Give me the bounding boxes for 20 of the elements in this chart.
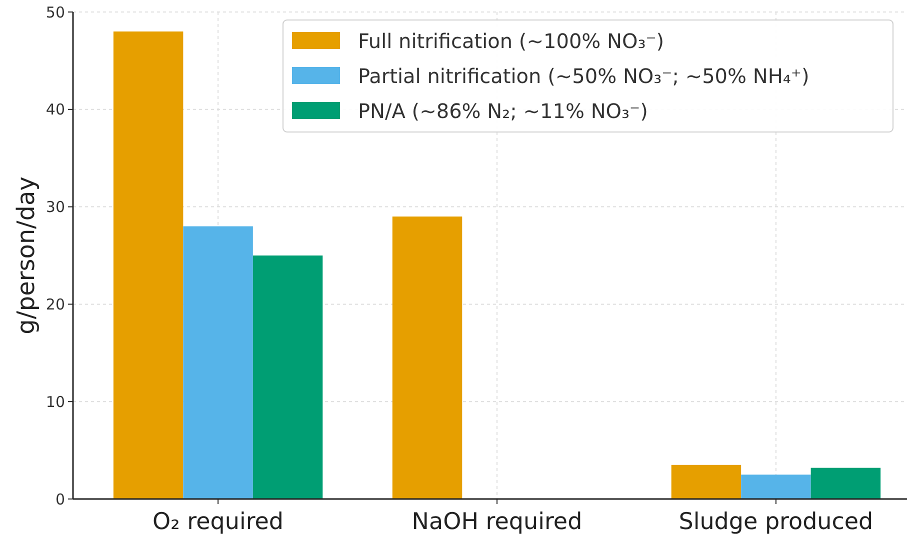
y-axis-title: g/person/day [12,176,40,334]
bar [671,464,742,499]
y-tick-label: 10 [46,392,65,411]
y-tick-label: 20 [46,295,65,314]
y-tick-label: 0 [55,490,65,508]
legend-label: Full nitrification (~100% NO₃⁻) [358,29,664,53]
bar [252,256,323,499]
y-tick-label: 40 [46,100,65,119]
bar [741,474,811,499]
y-tick-label: 50 [46,3,65,22]
bar [392,216,462,499]
y-tick-label: 30 [46,198,65,216]
legend-label: PN/A (~86% N₂; ~11% NO₃⁻) [358,99,648,123]
x-tick-label: O₂ required [152,509,284,535]
x-tick-label: NaOH required [412,509,582,535]
legend-label: Partial nitrification (~50% NO₃⁻; ~50% NH₄⁺) [358,64,810,88]
bar [810,468,881,499]
bar [113,31,184,499]
bar [183,226,253,499]
x-tick-label: Sludge produced [678,509,874,535]
